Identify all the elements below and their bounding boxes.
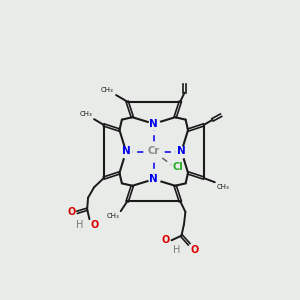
Text: CH₃: CH₃	[80, 111, 93, 117]
Text: Cr: Cr	[148, 146, 160, 157]
Text: Cl: Cl	[172, 162, 183, 172]
Text: N: N	[149, 119, 158, 129]
Text: CH₃: CH₃	[107, 214, 120, 220]
Text: O: O	[67, 207, 75, 217]
Text: H: H	[76, 220, 83, 230]
Text: O: O	[162, 235, 170, 245]
Text: N: N	[149, 174, 158, 184]
Text: O: O	[90, 220, 98, 230]
Text: N: N	[177, 146, 186, 157]
Text: N: N	[122, 146, 130, 157]
Text: H: H	[173, 245, 180, 255]
Text: CH₃: CH₃	[101, 87, 114, 93]
Text: CH₃: CH₃	[216, 184, 229, 190]
Text: O: O	[190, 245, 198, 255]
